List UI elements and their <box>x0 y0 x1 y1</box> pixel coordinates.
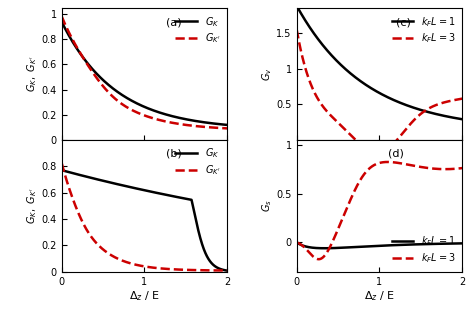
Text: (b): (b) <box>166 149 182 159</box>
$k_FL=1$ <box>361 82 366 85</box>
Line: $G_{K'}$: $G_{K'}$ <box>62 16 227 128</box>
$G_K$ <box>132 186 137 190</box>
$G_K$ <box>188 118 193 122</box>
$k_FL=1$ <box>408 105 413 108</box>
$G_K$ <box>59 168 64 172</box>
$k_FL=3$ <box>367 166 373 170</box>
$G_K$ <box>126 97 131 101</box>
$k_FL=3$ <box>294 240 300 244</box>
Y-axis label: $G_K,\ G_{K'}$: $G_K,\ G_{K'}$ <box>25 188 38 224</box>
$k_FL=1$ <box>426 110 431 114</box>
X-axis label: $\Delta_z$ / E: $\Delta_z$ / E <box>129 289 160 303</box>
Line: $k_FL=1$: $k_FL=1$ <box>297 6 462 119</box>
$G_K$ <box>173 115 178 119</box>
Line: $k_FL=3$: $k_FL=3$ <box>297 29 462 153</box>
$k_FL=3$ <box>310 89 316 93</box>
$k_FL=3$ <box>408 122 413 126</box>
$G_{K'}$ <box>173 268 178 271</box>
Text: (d): (d) <box>388 149 403 159</box>
$G_{K'}$ <box>132 263 137 266</box>
$k_FL=3$ <box>385 160 391 164</box>
$G_K$ <box>59 20 64 24</box>
$G_{K'}$ <box>191 124 197 128</box>
$k_FL=3$ <box>426 166 432 170</box>
$k_FL=3$ <box>367 149 373 153</box>
$k_FL=3$ <box>361 145 366 149</box>
$k_FL=1$ <box>459 241 465 245</box>
$G_{K'}$ <box>188 124 193 127</box>
$G_K$ <box>188 198 193 202</box>
$G_{K'}$ <box>173 121 178 125</box>
$k_FL=3$ <box>408 163 413 167</box>
$k_FL=3$ <box>423 108 428 112</box>
$G_K$ <box>76 173 82 177</box>
$G_{K'}$ <box>126 106 131 110</box>
Line: $G_{K'}$: $G_{K'}$ <box>62 163 227 270</box>
$G_K$ <box>191 119 197 123</box>
Legend: $k_FL=1$, $k_FL=3$: $k_FL=1$, $k_FL=3$ <box>388 231 459 269</box>
$k_FL=3$ <box>316 257 321 261</box>
Legend: $G_K$, $G_{K'}$: $G_K$, $G_{K'}$ <box>172 11 224 49</box>
$G_{K'}$ <box>126 261 131 265</box>
$G_{K'}$ <box>224 126 230 130</box>
Legend: $G_K$, $G_{K'}$: $G_K$, $G_{K'}$ <box>172 143 224 181</box>
X-axis label: $\Delta_z$ / E: $\Delta_z$ / E <box>364 289 395 303</box>
$k_FL=3$ <box>294 27 300 31</box>
Legend: $k_FL=1$, $k_FL=3$: $k_FL=1$, $k_FL=3$ <box>388 11 459 49</box>
Line: $G_K$: $G_K$ <box>62 22 227 125</box>
Text: (c): (c) <box>396 17 411 27</box>
$k_FL=1$ <box>310 31 316 35</box>
$k_FL=1$ <box>423 109 428 113</box>
$G_K$ <box>126 185 131 189</box>
$k_FL=1$ <box>310 246 316 250</box>
$G_{K'}$ <box>76 48 82 52</box>
$k_FL=1$ <box>367 85 373 89</box>
$G_K$ <box>191 208 197 211</box>
$k_FL=1$ <box>423 242 428 246</box>
$G_{K'}$ <box>76 211 82 215</box>
$G_K$ <box>224 269 230 272</box>
$G_{K'}$ <box>191 268 197 272</box>
$k_FL=1$ <box>408 243 413 246</box>
$G_K$ <box>173 195 178 198</box>
$k_FL=1$ <box>426 242 432 246</box>
$k_FL=3$ <box>361 173 366 177</box>
$k_FL=1$ <box>294 240 300 244</box>
$G_K$ <box>76 49 82 53</box>
Y-axis label: $G_v$: $G_v$ <box>260 67 273 81</box>
$k_FL=3$ <box>423 166 429 170</box>
Y-axis label: $G_s$: $G_s$ <box>260 199 273 212</box>
$k_FL=3$ <box>459 97 465 100</box>
Line: $k_FL=3$: $k_FL=3$ <box>297 162 462 259</box>
$k_FL=3$ <box>426 106 432 110</box>
$k_FL=1$ <box>459 117 465 121</box>
$k_FL=3$ <box>310 255 316 259</box>
Y-axis label: $G_K,\ G_{K'}$: $G_K,\ G_{K'}$ <box>25 56 38 92</box>
$G_{K'}$ <box>224 269 230 272</box>
Text: (a): (a) <box>166 17 182 27</box>
$G_{K'}$ <box>59 161 64 165</box>
$k_FL=1$ <box>294 4 300 8</box>
$G_{K'}$ <box>188 268 193 272</box>
$G_{K'}$ <box>59 14 64 18</box>
$G_{K'}$ <box>132 109 137 113</box>
$k_FL=1$ <box>361 245 366 248</box>
$k_FL=1$ <box>322 246 328 250</box>
Line: $G_K$: $G_K$ <box>62 170 227 270</box>
$G_K$ <box>132 100 137 104</box>
Line: $k_FL=1$: $k_FL=1$ <box>297 242 462 248</box>
$k_FL=3$ <box>459 166 465 170</box>
$G_K$ <box>224 123 230 127</box>
$k_FL=1$ <box>367 244 373 248</box>
$k_FL=3$ <box>374 151 380 155</box>
